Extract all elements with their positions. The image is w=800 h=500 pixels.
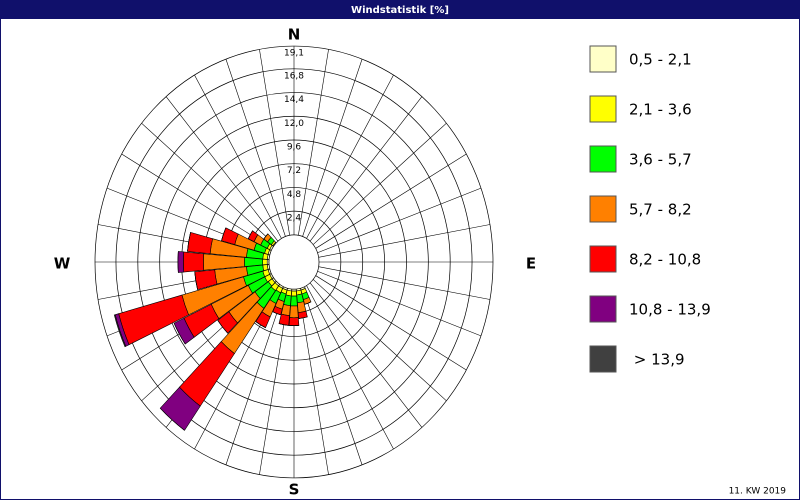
spoke bbox=[312, 122, 447, 245]
spoke bbox=[302, 287, 363, 465]
grid-ring bbox=[115, 68, 473, 456]
spoke bbox=[317, 187, 482, 254]
legend-swatch bbox=[589, 345, 617, 373]
wedge bbox=[291, 290, 297, 297]
spoke bbox=[309, 96, 423, 242]
legend-swatch bbox=[589, 45, 617, 73]
wedge bbox=[173, 323, 186, 345]
spoke bbox=[225, 59, 286, 237]
spoke bbox=[312, 279, 447, 402]
r-tick-label: 14,4 bbox=[284, 95, 304, 105]
spoke bbox=[259, 49, 290, 236]
legend-swatch bbox=[589, 145, 617, 173]
r-tick-label: 12,0 bbox=[284, 119, 304, 129]
spoke bbox=[318, 224, 491, 258]
spoke bbox=[315, 153, 467, 249]
legend-label: > 13,9 bbox=[629, 351, 685, 369]
r-tick-label: 2,4 bbox=[287, 214, 302, 224]
wedge bbox=[263, 233, 269, 240]
chart-title: Windstatistik [%] bbox=[351, 5, 449, 16]
spoke bbox=[306, 74, 394, 239]
legend-label: 2,1 - 3,6 bbox=[629, 101, 692, 119]
r-tick-label: 7,2 bbox=[287, 166, 301, 176]
legend-label: 3,6 - 5,7 bbox=[629, 151, 692, 169]
legend-label: 10,8 - 13,9 bbox=[629, 301, 711, 319]
grid-ring bbox=[137, 92, 451, 432]
wedge bbox=[113, 314, 127, 348]
wedge bbox=[177, 251, 185, 273]
r-tick-label: 16,8 bbox=[284, 71, 304, 81]
bars bbox=[113, 227, 312, 431]
legend-label: 0,5 - 2,1 bbox=[629, 51, 692, 69]
spoke bbox=[309, 282, 423, 428]
compass-label: E bbox=[526, 255, 536, 273]
spoke bbox=[165, 96, 279, 242]
compass-label: N bbox=[288, 25, 301, 43]
legend-swatch bbox=[589, 295, 617, 323]
legend-swatch bbox=[589, 195, 617, 223]
wedge bbox=[278, 323, 289, 326]
spoke bbox=[194, 74, 282, 239]
wedge bbox=[183, 251, 205, 273]
wedge bbox=[298, 316, 308, 319]
title-bar bbox=[0, 0, 800, 19]
wedge bbox=[289, 305, 299, 319]
spoke bbox=[315, 275, 467, 371]
grid-ring bbox=[94, 45, 494, 479]
legend-label: 8,2 - 10,8 bbox=[629, 251, 701, 269]
wedge bbox=[288, 317, 300, 326]
spoke bbox=[225, 287, 286, 465]
spoke bbox=[306, 285, 394, 450]
grid-ring bbox=[159, 115, 429, 409]
spoke bbox=[317, 270, 482, 337]
spoke bbox=[298, 49, 329, 236]
r-tick-label: 9,6 bbox=[287, 142, 302, 152]
spoke bbox=[302, 59, 363, 237]
compass-label: W bbox=[54, 255, 71, 273]
wedge bbox=[262, 258, 268, 266]
wedge bbox=[187, 232, 191, 252]
compass-label: S bbox=[289, 481, 300, 499]
spoke bbox=[141, 122, 276, 245]
r-tick-label: 4,8 bbox=[287, 190, 302, 200]
legend-swatch bbox=[589, 95, 617, 123]
spoke bbox=[121, 153, 273, 249]
wedge bbox=[290, 295, 298, 307]
footnote: 11. KW 2019 bbox=[729, 487, 787, 497]
legend-label: 5,7 - 8,2 bbox=[629, 201, 692, 219]
r-tick-label: 19,1 bbox=[284, 49, 304, 59]
spoke bbox=[298, 288, 329, 475]
legend-swatch bbox=[589, 245, 617, 273]
calm-circle bbox=[268, 234, 320, 290]
overlay: 2,4 4,8 7,2 9,6 12,0 14,4 16,8 19,1 N E S W bbox=[54, 25, 536, 498]
spoke bbox=[318, 266, 491, 300]
